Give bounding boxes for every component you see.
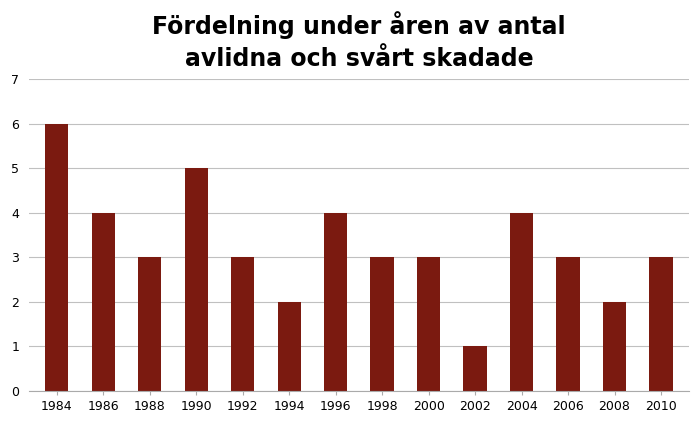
Bar: [556, 257, 580, 391]
Bar: [463, 346, 486, 391]
Bar: [603, 302, 626, 391]
Bar: [277, 302, 301, 391]
Bar: [510, 213, 533, 391]
Bar: [92, 213, 115, 391]
Bar: [650, 257, 673, 391]
Bar: [45, 124, 69, 391]
Bar: [231, 257, 254, 391]
Bar: [138, 257, 161, 391]
Bar: [417, 257, 440, 391]
Bar: [370, 257, 393, 391]
Bar: [324, 213, 347, 391]
Bar: [185, 168, 208, 391]
Title: Fördelning under åren av antal
avlidna och svårt skadade: Fördelning under åren av antal avlidna o…: [152, 11, 566, 70]
